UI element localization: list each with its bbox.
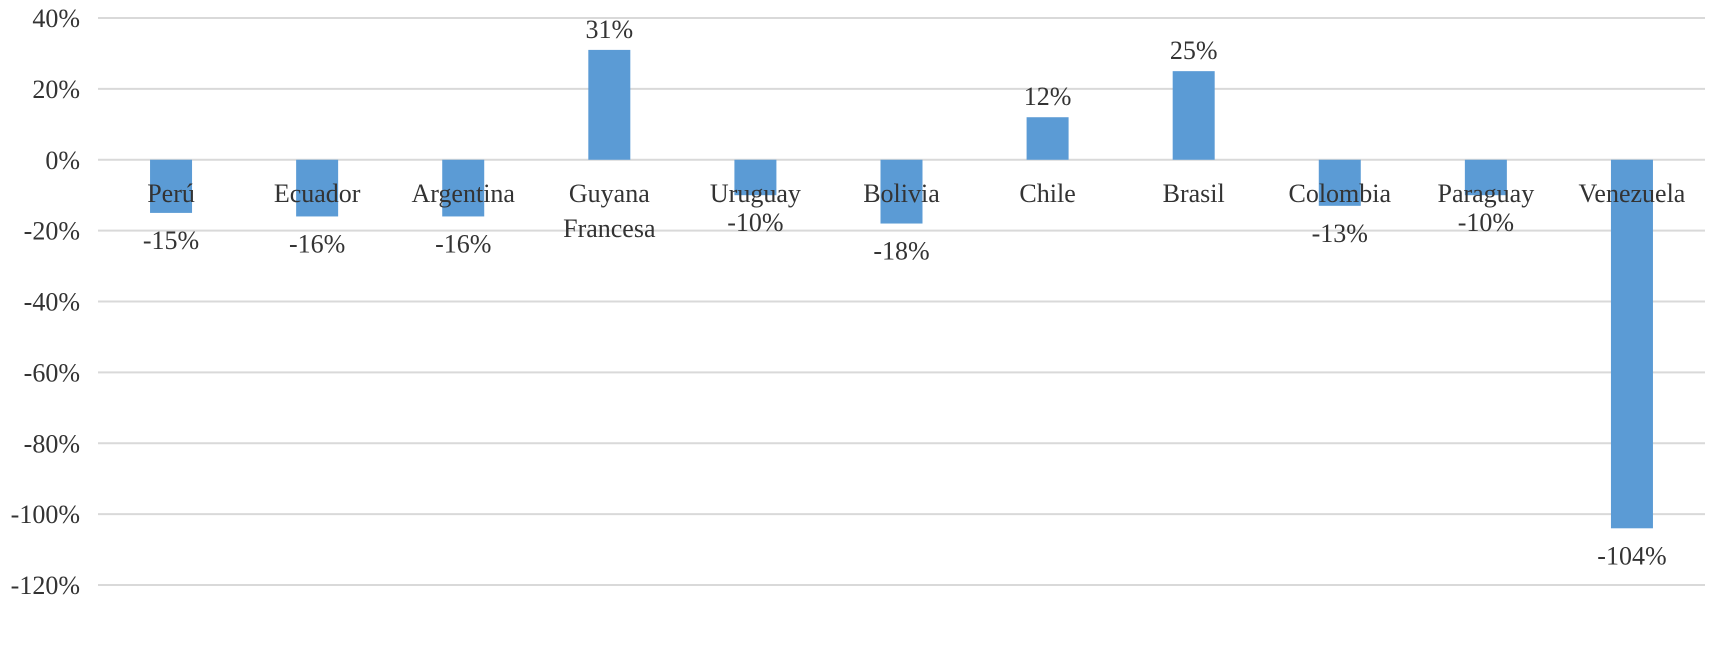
- bar: [1464, 159, 1507, 196]
- y-tick-label: -60%: [24, 358, 80, 387]
- data-label: -13%: [1312, 219, 1368, 248]
- bars: [150, 49, 1653, 529]
- data-label: -16%: [435, 229, 491, 258]
- data-labels: -15% -16% -16% 31% -10% -18% 12% 25% -13% -10% -10…: [143, 15, 1667, 570]
- y-axis-tick-labels: 40% 20% 0% -20% -40% -60% -80% -100% -120%: [11, 4, 80, 600]
- category-label: Guyana: [569, 179, 650, 208]
- data-label: -16%: [289, 229, 345, 258]
- bar: [880, 159, 923, 224]
- category-label: Francesa: [563, 214, 656, 243]
- bar: [588, 49, 631, 160]
- bar: [1318, 159, 1361, 206]
- bar: [1026, 117, 1069, 160]
- data-label: -10%: [727, 208, 783, 237]
- data-label: -18%: [873, 237, 929, 266]
- data-label: 12%: [1024, 82, 1072, 111]
- data-label: 31%: [585, 15, 633, 44]
- category-label: Venezuela: [1579, 179, 1686, 208]
- category-label: Brasil: [1163, 179, 1225, 208]
- y-tick-label: 40%: [32, 4, 80, 33]
- data-label: 25%: [1170, 36, 1218, 65]
- y-tick-label: -20%: [24, 217, 80, 246]
- y-tick-label: -100%: [11, 500, 80, 529]
- y-tick-label: -80%: [24, 429, 80, 458]
- bar: [150, 159, 193, 213]
- y-tick-label: 0%: [45, 146, 80, 175]
- gridlines: [98, 17, 1705, 586]
- y-tick-label: -40%: [24, 288, 80, 317]
- y-tick-label: 20%: [32, 75, 80, 104]
- bar: [1172, 71, 1215, 160]
- category-labels: Perú Ecuador Argentina Guyana Francesa Urugua…: [147, 179, 1686, 243]
- data-label: -15%: [143, 226, 199, 255]
- category-label: Perú: [147, 179, 195, 208]
- data-label: -104%: [1597, 541, 1666, 570]
- category-label: Uruguay: [710, 179, 801, 208]
- data-label: -10%: [1458, 208, 1514, 237]
- category-label: Paraguay: [1437, 179, 1534, 208]
- category-label: Colombia: [1288, 179, 1391, 208]
- bar: [734, 159, 777, 196]
- bar: [442, 159, 485, 217]
- category-label: Argentina: [411, 179, 515, 208]
- category-label: Ecuador: [274, 179, 361, 208]
- category-label: Bolivia: [863, 179, 940, 208]
- category-label: Chile: [1019, 179, 1075, 208]
- bar: [296, 159, 339, 217]
- y-tick-label: -120%: [11, 571, 80, 600]
- bar: [1610, 159, 1653, 529]
